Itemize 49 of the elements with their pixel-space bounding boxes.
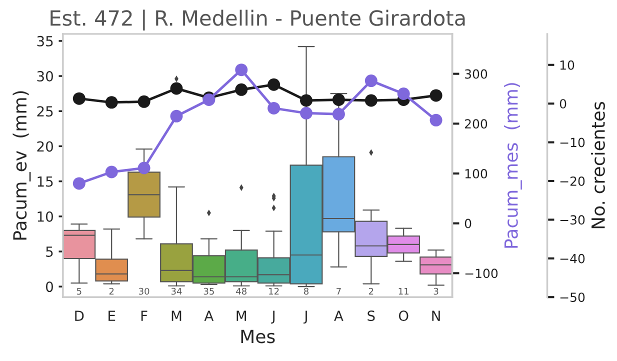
annotation: 48 <box>236 288 246 295</box>
x-tick-label: D <box>75 310 84 321</box>
y-tick-label: 20 <box>37 141 53 152</box>
y3-tick-label: 0 <box>560 99 566 109</box>
x-tick-label: E <box>108 310 116 321</box>
annotation: 2 <box>109 288 114 295</box>
annotation: 11 <box>398 288 409 295</box>
x-tick-label: M <box>172 310 182 321</box>
y-tick-label: 10 <box>38 211 53 222</box>
y3-tick-label: 10 <box>560 60 574 70</box>
y2-tick-label: 100 <box>465 168 488 178</box>
y-tick-label: 30 <box>37 71 53 82</box>
y-tick-label: 5 <box>46 246 53 257</box>
annotation: 12 <box>269 288 279 295</box>
y3-tick-label: −20 <box>560 176 585 186</box>
y3-tick-label: −10 <box>560 138 585 148</box>
annotation: 7 <box>336 288 341 295</box>
annotation: 5 <box>76 288 82 295</box>
x-tick-label: J <box>271 310 275 324</box>
x-tick-label: M <box>236 310 246 321</box>
x-tick-label: A <box>334 310 344 321</box>
annotation: 3 <box>434 288 438 295</box>
y-tick-label: 0 <box>46 282 53 292</box>
x-tick-label: O <box>398 310 408 322</box>
x-tick-label: F <box>141 310 148 321</box>
y3-tick-label: −40 <box>560 254 585 264</box>
y-axis-title: Pacum_ev (mm) <box>12 91 31 240</box>
y3-tick-label: −50 <box>560 292 585 302</box>
x-tick-label: A <box>204 310 214 321</box>
x-axis-title: Mes <box>241 330 275 344</box>
y2-tick-label: −100 <box>465 268 498 278</box>
y3-tick-label: −30 <box>560 215 585 225</box>
chart-title: Est. 472 | R. Medellin - Puente Girardota <box>50 10 465 31</box>
y-tick-label: 25 <box>37 106 53 117</box>
x-tick-label: S <box>368 310 375 322</box>
annotation: 2 <box>368 288 374 295</box>
x-tick-label: J <box>303 310 307 324</box>
y2-axis-title: Pacum_mes (mm) <box>504 83 522 248</box>
annotation: 30 <box>138 288 150 295</box>
annotation: 35 <box>204 288 214 295</box>
annotation: 8 <box>304 288 309 295</box>
y2-tick-label: 300 <box>465 69 488 79</box>
y-tick-label: 15 <box>38 176 53 187</box>
y3-axis-title: No. crecientes <box>591 102 605 228</box>
annotation: 34 <box>171 288 182 295</box>
x-tick-label: N <box>432 310 440 321</box>
y2-tick-label: 0 <box>464 218 472 228</box>
y-tick-label: 35 <box>37 36 53 46</box>
y2-tick-label: 200 <box>464 119 488 129</box>
